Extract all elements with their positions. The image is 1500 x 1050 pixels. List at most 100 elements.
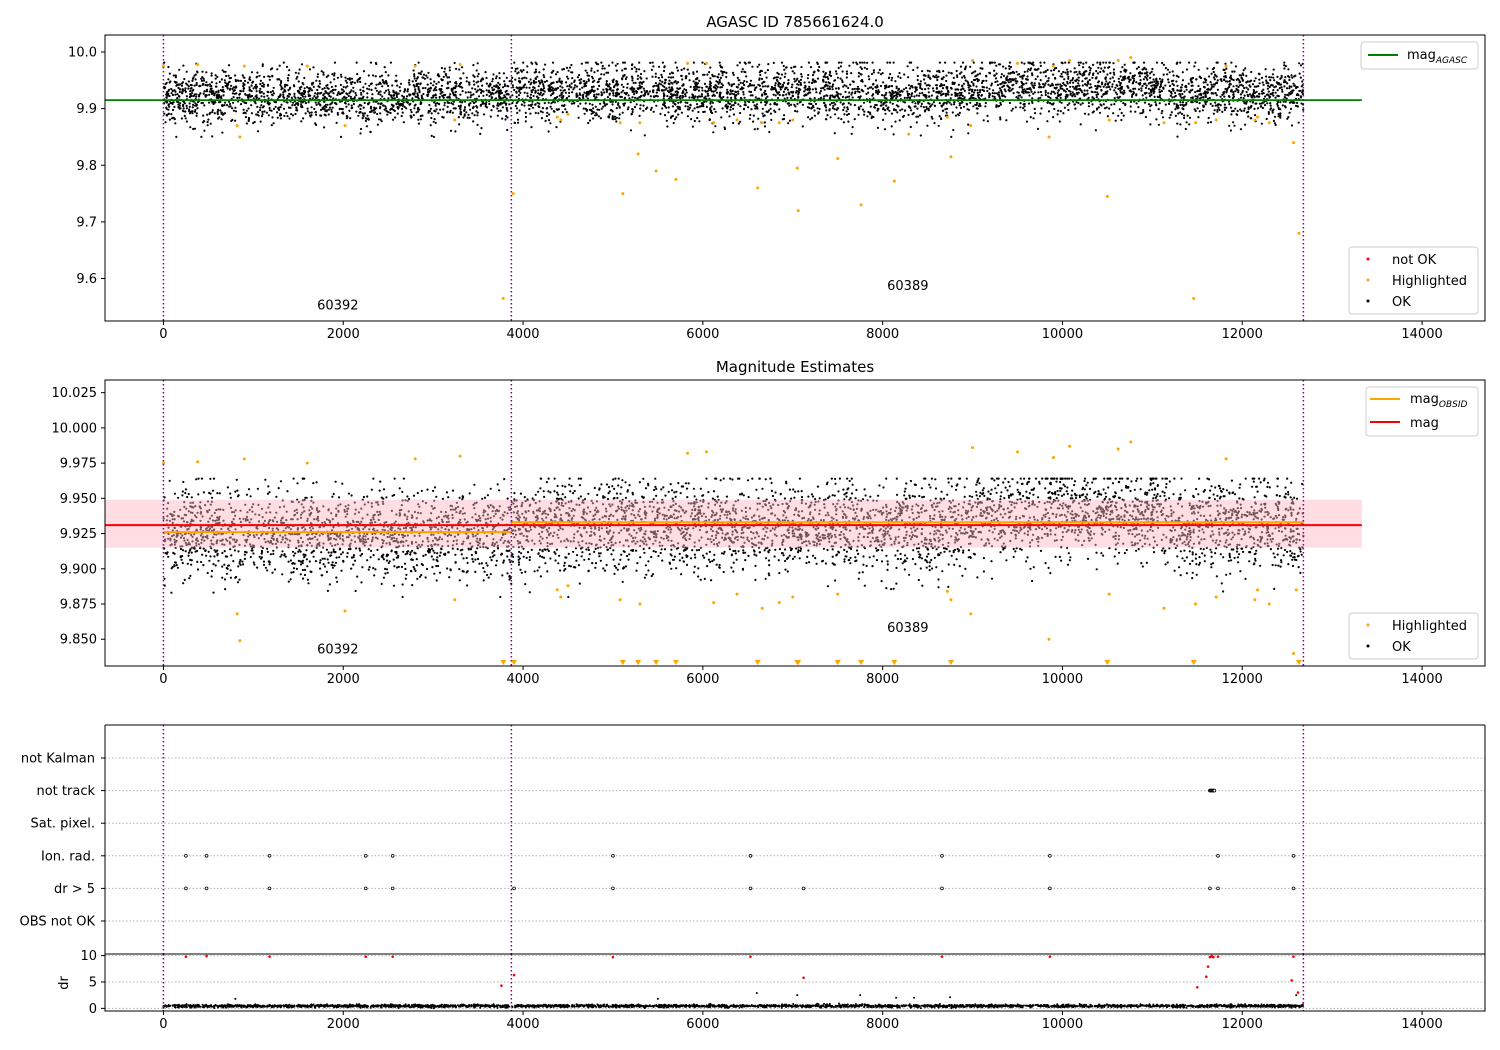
ok-point bbox=[170, 113, 173, 116]
ok-point bbox=[587, 93, 590, 96]
ok-point bbox=[829, 103, 832, 106]
ok-point bbox=[503, 84, 506, 88]
ok-point bbox=[476, 62, 479, 65]
ok-point bbox=[1227, 95, 1230, 98]
ok-point bbox=[1231, 97, 1234, 100]
ok-point bbox=[969, 85, 972, 88]
ok-point bbox=[753, 88, 756, 92]
ok-point bbox=[928, 76, 931, 79]
ok-point bbox=[1088, 78, 1091, 82]
ok-point bbox=[1044, 82, 1047, 85]
ok-point bbox=[1155, 118, 1158, 121]
ok-point bbox=[417, 82, 420, 85]
ok-point bbox=[204, 83, 207, 87]
ok-point bbox=[1028, 94, 1031, 97]
ok-point bbox=[600, 107, 603, 110]
ok-point bbox=[876, 126, 880, 129]
ok-point bbox=[1067, 89, 1070, 92]
ok-point bbox=[332, 92, 335, 95]
ok-point bbox=[1030, 90, 1033, 93]
ok-point bbox=[760, 77, 764, 80]
ok-point bbox=[684, 101, 687, 104]
ok-point bbox=[279, 94, 282, 97]
ok-point bbox=[651, 75, 654, 78]
ok-point bbox=[205, 71, 208, 74]
ok-point bbox=[778, 108, 781, 111]
ok-point bbox=[1044, 70, 1047, 73]
ok-point bbox=[784, 72, 787, 75]
ok-point bbox=[1182, 104, 1185, 107]
ok-point bbox=[1040, 94, 1043, 97]
ok-point bbox=[196, 107, 199, 110]
ok-point bbox=[370, 82, 373, 85]
ok-point bbox=[1172, 89, 1175, 92]
ok-point bbox=[638, 114, 641, 117]
ok-point bbox=[866, 87, 870, 90]
ok-point bbox=[1080, 89, 1083, 92]
ok-point bbox=[475, 69, 478, 72]
ok-point bbox=[389, 61, 392, 64]
ok-point bbox=[295, 77, 298, 80]
ok-point bbox=[192, 88, 195, 91]
ok-point bbox=[395, 94, 398, 97]
ok-point bbox=[376, 123, 379, 126]
ok-point bbox=[527, 80, 531, 83]
ok-point bbox=[381, 104, 385, 107]
ok-point bbox=[271, 93, 274, 96]
ok-point bbox=[834, 79, 837, 82]
ok-point bbox=[670, 93, 673, 96]
ok-point bbox=[508, 103, 511, 106]
ok-point bbox=[497, 91, 500, 94]
ok-point bbox=[756, 65, 759, 68]
ok-point bbox=[857, 106, 860, 109]
ok-point bbox=[575, 95, 578, 99]
ok-point bbox=[1181, 92, 1184, 96]
ok-point bbox=[228, 102, 232, 106]
ok-point bbox=[504, 96, 507, 99]
ok-point bbox=[1012, 92, 1015, 95]
ok-point bbox=[1091, 76, 1094, 79]
ok-point bbox=[1232, 91, 1235, 94]
ok-point bbox=[765, 102, 768, 105]
ok-point bbox=[180, 117, 183, 120]
ok-point bbox=[432, 120, 435, 123]
ok-point bbox=[774, 94, 777, 97]
ok-point bbox=[808, 88, 811, 91]
ok-point bbox=[1044, 91, 1047, 94]
ok-point bbox=[381, 95, 384, 98]
ok-point bbox=[1033, 84, 1036, 87]
ok-point bbox=[496, 102, 499, 105]
ok-point bbox=[383, 91, 386, 94]
ok-point bbox=[439, 108, 442, 111]
ok-point bbox=[414, 103, 417, 106]
ok-point bbox=[432, 94, 435, 97]
ok-point bbox=[1202, 85, 1206, 88]
ok-point bbox=[340, 75, 343, 78]
ok-point bbox=[176, 93, 179, 96]
ok-point bbox=[662, 69, 666, 73]
ok-point bbox=[631, 110, 634, 114]
ok-point bbox=[826, 84, 829, 87]
ok-point bbox=[443, 67, 446, 70]
ok-point bbox=[342, 85, 345, 88]
ok-point bbox=[984, 101, 987, 105]
ok-point bbox=[661, 84, 664, 87]
ok-point bbox=[1209, 81, 1212, 84]
ok-point bbox=[561, 68, 564, 71]
ok-point bbox=[475, 81, 478, 84]
ok-point bbox=[955, 69, 958, 73]
ok-point bbox=[165, 114, 168, 117]
ok-point bbox=[966, 108, 969, 111]
ok-point bbox=[195, 82, 198, 85]
ok-point bbox=[942, 102, 945, 105]
ok-point bbox=[529, 112, 532, 115]
ok-point bbox=[462, 72, 465, 75]
ok-point bbox=[881, 94, 884, 97]
ok-point bbox=[928, 70, 931, 73]
ok-point bbox=[355, 61, 358, 64]
ok-point bbox=[296, 102, 300, 105]
ok-point bbox=[293, 92, 296, 95]
y-tick-label: 9.9 bbox=[76, 102, 97, 117]
ok-point bbox=[1069, 70, 1072, 73]
ok-point bbox=[822, 70, 825, 73]
